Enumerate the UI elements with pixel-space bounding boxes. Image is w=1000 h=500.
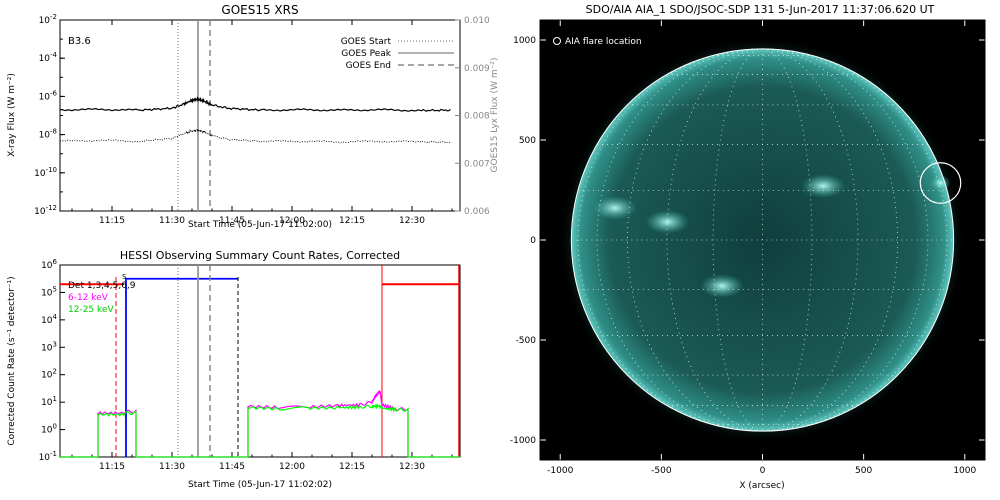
- legend-goes-peak-label: GOES Peak: [341, 49, 391, 59]
- aia-y-tick-label: 1000: [513, 36, 536, 46]
- goes-series: [59, 96, 451, 144]
- aia-y-tick-label: -500: [516, 336, 537, 346]
- hessi-x-ticks: 11:15 11:30 11:45 12:00 12:15 12:30: [71, 452, 453, 472]
- hessi-title: HESSI Observing Summary Count Rates, Cor…: [120, 249, 400, 262]
- hessi-legend: Det 1,3,4,5,6,9 6-12 keV 12-25 keV: [68, 281, 136, 315]
- hessi-flag-s-label: S: [122, 273, 127, 281]
- goes-y2-tick-label: 0.006: [464, 207, 490, 217]
- legend-goes-start-label: GOES Start: [341, 37, 392, 47]
- hessi-x-tick-label: 12:00: [279, 462, 305, 472]
- hessi-plot-frame: [59, 264, 461, 458]
- goes-y2-tick-label: 0.009: [464, 64, 490, 74]
- aia-solar-disk: [571, 48, 954, 432]
- aia-y-tick-label: 0: [530, 236, 536, 246]
- goes-legend: GOES Start GOES Peak GOES End: [341, 37, 454, 71]
- aia-legend-circle-icon: [553, 37, 561, 45]
- goes-x-ticks: 11:15 11:30 11:45 12:00 12:15 12:30: [71, 20, 453, 226]
- goes-x-tick-label: 11:30: [159, 216, 185, 226]
- hessi-band-12-25-line: [60, 402, 460, 458]
- hessi-y-axis-label: Corrected Count Rate (s⁻¹ detector⁻¹): [7, 276, 17, 445]
- hessi-y-tick-label: 106: [41, 258, 57, 271]
- goes-xray-series-line: [59, 96, 451, 112]
- hessi-flags: S: [60, 265, 460, 457]
- aia-longitude-line: [596, 48, 763, 432]
- aia-x-axis-label: X (arcsec): [739, 481, 784, 491]
- aia-active-region: [700, 274, 745, 298]
- hessi-x-axis-label: Start Time (05-Jun-17 11:02:02): [188, 480, 332, 490]
- hessi-y-ticks: 106 105 104 103 102 101 100 10-1: [39, 258, 65, 463]
- hessi-x-tick-label: 12:30: [399, 462, 425, 472]
- goes-class-annotation: B3.6: [68, 36, 91, 47]
- hessi-x-tick-label: 11:15: [99, 462, 125, 472]
- goes-y-axis-label: X-ray Flux (W m⁻²): [7, 73, 17, 157]
- hessi-x-tick-label: 12:15: [339, 462, 365, 472]
- aia-title: SDO/AIA AIA_1 SDO/JSOC-SDP 131 5-Jun-201…: [586, 3, 935, 16]
- goes-y2-tick-label: 0.010: [464, 16, 490, 26]
- goes-panel: GOES15 XRS 11:15 11:30 11:45 12:00 12:15 12:3…: [7, 3, 500, 230]
- goes-y2-tick-label: 0.008: [464, 112, 490, 122]
- goes-y-tick-label: 10-2: [39, 13, 57, 26]
- aia-longitude-line: [762, 48, 813, 432]
- aia-longitude-line: [577, 48, 763, 432]
- goes-x-tick-label: 12:30: [399, 216, 425, 226]
- goes-y-ticks: 10-2 10-4 10-6 10-8 10-10 10-12: [34, 13, 65, 217]
- hessi-y-tick-label: 100: [41, 423, 57, 436]
- aia-legend-label: AIA flare location: [565, 37, 642, 47]
- hessi-x-tick-label: 11:45: [219, 462, 245, 472]
- aia-x-tick-label: 500: [855, 466, 872, 476]
- goes-lya-series-line: [59, 127, 451, 144]
- goes-y-tick-label: 10-10: [34, 166, 57, 179]
- aia-heliographic-grid: [571, 48, 954, 432]
- aia-longitude-line: [762, 48, 929, 432]
- hessi-y-tick-label: 105: [41, 285, 57, 298]
- goes-y-tick-label: 10-4: [39, 51, 58, 64]
- goes-y2-axis-label: GOES15 Lyx Flux (W m⁻²): [490, 58, 500, 173]
- hessi-y-tick-label: 102: [41, 368, 57, 381]
- goes-x-tick-label: 12:00: [279, 216, 305, 226]
- goes-y2-tick-label: 0.007: [464, 159, 490, 169]
- hessi-y-tick-label: 104: [41, 313, 57, 326]
- goes-y-tick-label: 10-6: [39, 89, 58, 102]
- aia-x-tick-label: -1000: [547, 466, 573, 476]
- hessi-time-markers: [177, 265, 239, 457]
- goes-y-tick-label: 10-12: [34, 204, 57, 217]
- aia-active-region: [645, 210, 690, 234]
- legend-band-6-12: 6-12 keV: [68, 293, 109, 303]
- hessi-attenuator-segment: [125, 277, 238, 457]
- aia-solar-limb: [570, 48, 955, 432]
- goes-x-tick-label: 11:45: [219, 216, 245, 226]
- aia-y-tick-label: 500: [519, 136, 536, 146]
- aia-x-tick-label: 0: [760, 466, 766, 476]
- goes-title: GOES15 XRS: [221, 3, 298, 17]
- hessi-y-tick-label: 103: [41, 340, 57, 353]
- aia-x-tick-label: 1000: [953, 466, 976, 476]
- hessi-series: [60, 390, 460, 458]
- aia-x-tick-label: -500: [651, 466, 672, 476]
- hessi-x-tick-label: 11:30: [159, 462, 185, 472]
- aia-y-tick-label: -1000: [510, 436, 536, 446]
- goes-x-tick-label: 11:15: [99, 216, 125, 226]
- aia-flare-location-circle: [919, 162, 962, 204]
- goes-y2-ticks: 0.010 0.009 0.008 0.007 0.006: [455, 16, 490, 217]
- aia-longitude-line: [762, 48, 948, 432]
- hessi-y-tick-label: 101: [41, 395, 57, 408]
- hessi-y-tick-label: 10-1: [39, 450, 57, 463]
- aia-active-region: [801, 174, 846, 198]
- goes-y-tick-label: 10-8: [39, 128, 57, 141]
- aia-flare-brightening: [930, 175, 951, 191]
- aia-plot-frame: [539, 19, 986, 461]
- aia-longitude-line: [712, 48, 763, 432]
- goes-x-tick-label: 12:15: [339, 216, 365, 226]
- legend-band-12-25: 12-25 keV: [68, 305, 114, 315]
- goes-time-markers: [177, 20, 211, 211]
- aia-solar-image: [559, 37, 966, 443]
- goes-x-axis-label: Start Time (05-Jun-17 11:02:00): [188, 220, 332, 230]
- aia-active-region: [592, 196, 637, 220]
- hessi-panel: HESSI Observing Summary Count Rates, Cor…: [7, 249, 461, 490]
- aia-panel: SDO/AIA AIA_1 SDO/JSOC-SDP 131 5-Jun-201…: [510, 3, 986, 491]
- aia-axis-ticks: -1000 -500 0 500 1000 1000 500 0 -500 -1000: [510, 20, 985, 476]
- legend-goes-end-label: GOES End: [346, 61, 391, 71]
- legend-detectors: Det 1,3,4,5,6,9: [68, 281, 136, 291]
